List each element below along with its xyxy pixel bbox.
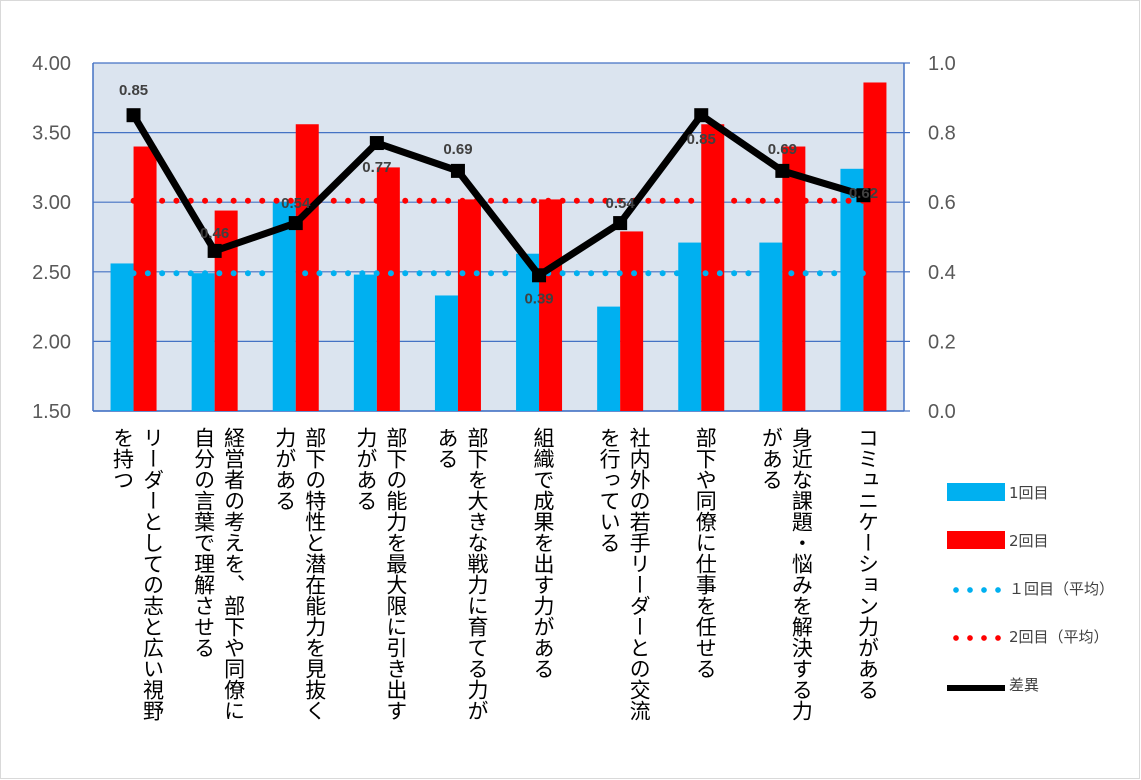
y-tick-label: 2.50: [32, 262, 71, 284]
category-label: 組織で成果を出す力がある: [531, 427, 556, 679]
y-tick-label: 3.50: [32, 123, 71, 145]
y2-tick-label: 0.2: [928, 331, 956, 353]
bar-series2: [620, 231, 644, 411]
difference-data-label: 0.46: [200, 225, 229, 242]
y-tick-label: 2.00: [32, 331, 71, 353]
y2-tick-label: 1.0: [928, 53, 956, 75]
y-tick-label: 4.00: [32, 53, 71, 75]
category-label: 部下の特性と潜在能力を見抜く 力がある: [272, 427, 327, 721]
legend-swatch-dotted: [949, 635, 1005, 641]
legend-item: １回目（平均）: [947, 575, 1137, 598]
legend-label: 差異: [1009, 676, 1040, 694]
difference-marker: [288, 216, 303, 231]
bar-series1: [840, 168, 864, 411]
bar-series2: [457, 199, 481, 411]
legend-swatch-dotted: [949, 587, 1005, 593]
category-label: 経営者の考えを、部下や同僚に 自分の言葉で理解させる: [191, 427, 246, 721]
difference-marker: [126, 108, 141, 123]
legend-swatch-line: [947, 685, 1005, 691]
bar-series2: [539, 199, 563, 411]
difference-data-label: 0.62: [849, 185, 878, 202]
legend-label: 2回目: [1009, 532, 1049, 550]
legend-item: 1回目: [947, 479, 1137, 502]
difference-data-label: 0.77: [362, 159, 391, 176]
bar-series2: [701, 124, 725, 412]
y2-tick-label: 0.6: [928, 192, 956, 214]
legend-item: 2回目: [947, 527, 1137, 550]
difference-marker: [613, 216, 628, 231]
difference-data-label: 0.54: [281, 195, 311, 212]
difference-data-label: 0.54: [606, 195, 636, 212]
bar-series2: [295, 124, 319, 412]
difference-marker: [532, 268, 547, 283]
difference-marker: [450, 163, 465, 178]
legend-label: 2回目（平均）: [1009, 628, 1109, 646]
bar-series1: [191, 273, 215, 411]
legend-swatch-bar: [947, 531, 1005, 549]
legend-label: １回目（平均）: [1009, 580, 1115, 598]
legend-swatch-bar: [947, 483, 1005, 501]
difference-line: [130, 110, 865, 280]
category-label: リーダーとしての志と広い視野 を持つ: [110, 427, 165, 721]
y2-tick-label: 0.0: [928, 401, 956, 423]
y-tick-label: 3.00: [32, 192, 71, 214]
y-tick-label: 1.50: [32, 401, 71, 423]
difference-data-label: 0.85: [687, 131, 716, 148]
category-label: 社内外の若手リーダーとの交流 を行っている: [597, 427, 652, 721]
y2-tick-label: 0.8: [928, 123, 956, 145]
bar-series1: [110, 263, 134, 411]
difference-data-label: 0.69: [443, 141, 472, 158]
category-label: 部下や同僚に仕事を任せる: [693, 427, 718, 679]
bar-series1: [678, 242, 702, 411]
difference-data-label: 0.69: [768, 141, 797, 158]
bar-series2: [782, 146, 806, 411]
bar-series1: [272, 202, 296, 411]
bar-series2: [133, 146, 157, 411]
category-label: 身近な課題・悩みを解決する力 がある: [759, 427, 814, 721]
bar-series1: [759, 242, 783, 411]
legend-item: 2回目（平均）: [947, 623, 1137, 646]
bar-series1: [516, 253, 540, 411]
category-label: 部下の能力を最大限に引き出す 力がある: [353, 427, 408, 721]
difference-data-label: 0.85: [119, 82, 148, 99]
difference-data-label: 0.39: [524, 290, 553, 307]
category-label: コミュニケーション力がある: [855, 427, 880, 700]
difference-marker: [856, 188, 871, 203]
bar-series1: [353, 274, 377, 411]
difference-marker: [369, 136, 384, 151]
legend-item: 差異: [947, 671, 1137, 694]
legend-label: 1回目: [1009, 484, 1049, 502]
y2-tick-label: 0.4: [928, 262, 956, 284]
bar-series1: [434, 295, 458, 411]
category-label: 部下を大きな戦力に育てる力が ある: [434, 427, 489, 721]
bar-series2: [863, 82, 887, 411]
difference-marker: [775, 163, 790, 178]
difference-marker: [694, 108, 709, 123]
bar-series2: [376, 167, 400, 411]
bar-series2: [214, 210, 238, 411]
bar-series1: [597, 306, 621, 411]
difference-marker: [207, 243, 222, 258]
